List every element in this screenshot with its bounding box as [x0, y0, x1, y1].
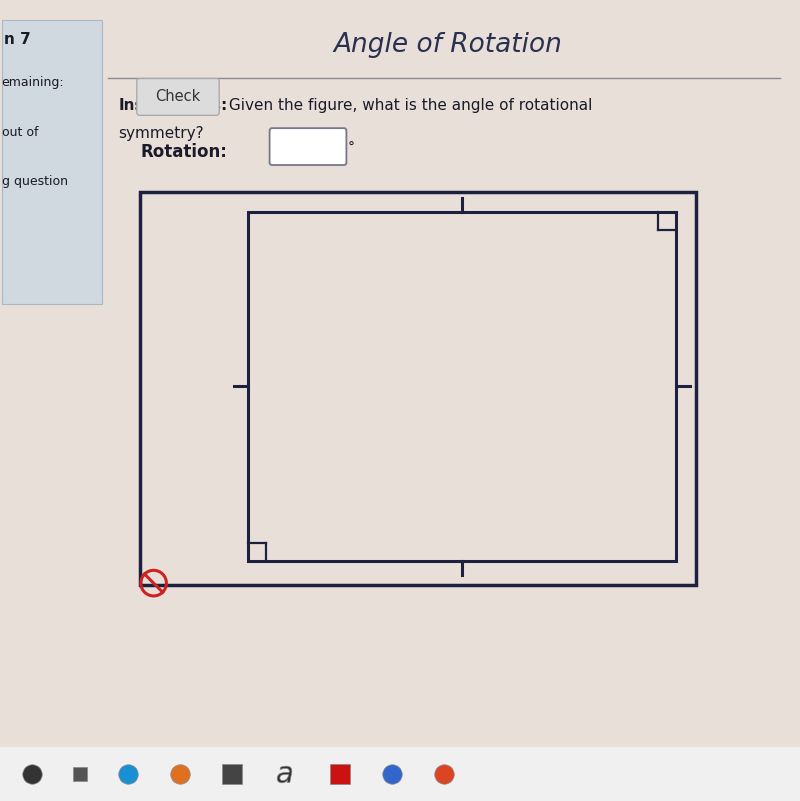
FancyBboxPatch shape: [270, 128, 346, 165]
Text: n 7: n 7: [4, 32, 30, 47]
Text: symmetry?: symmetry?: [118, 126, 204, 141]
Text: out of: out of: [2, 126, 38, 139]
Text: °: °: [348, 141, 355, 155]
Bar: [0, 747, 800, 801]
Text: Check: Check: [155, 90, 201, 104]
Text: emaining:: emaining:: [2, 76, 64, 89]
Text: Given the figure, what is the angle of rotational: Given the figure, what is the angle of r…: [224, 98, 592, 113]
Text: g question: g question: [2, 175, 67, 187]
Text: Instructions:: Instructions:: [118, 98, 228, 113]
Text: Rotation:: Rotation:: [140, 143, 227, 161]
Bar: [140, 192, 696, 585]
FancyBboxPatch shape: [2, 20, 102, 304]
FancyBboxPatch shape: [137, 78, 219, 115]
Text: Angle of Rotation: Angle of Rotation: [334, 32, 562, 58]
Bar: [248, 212, 676, 561]
